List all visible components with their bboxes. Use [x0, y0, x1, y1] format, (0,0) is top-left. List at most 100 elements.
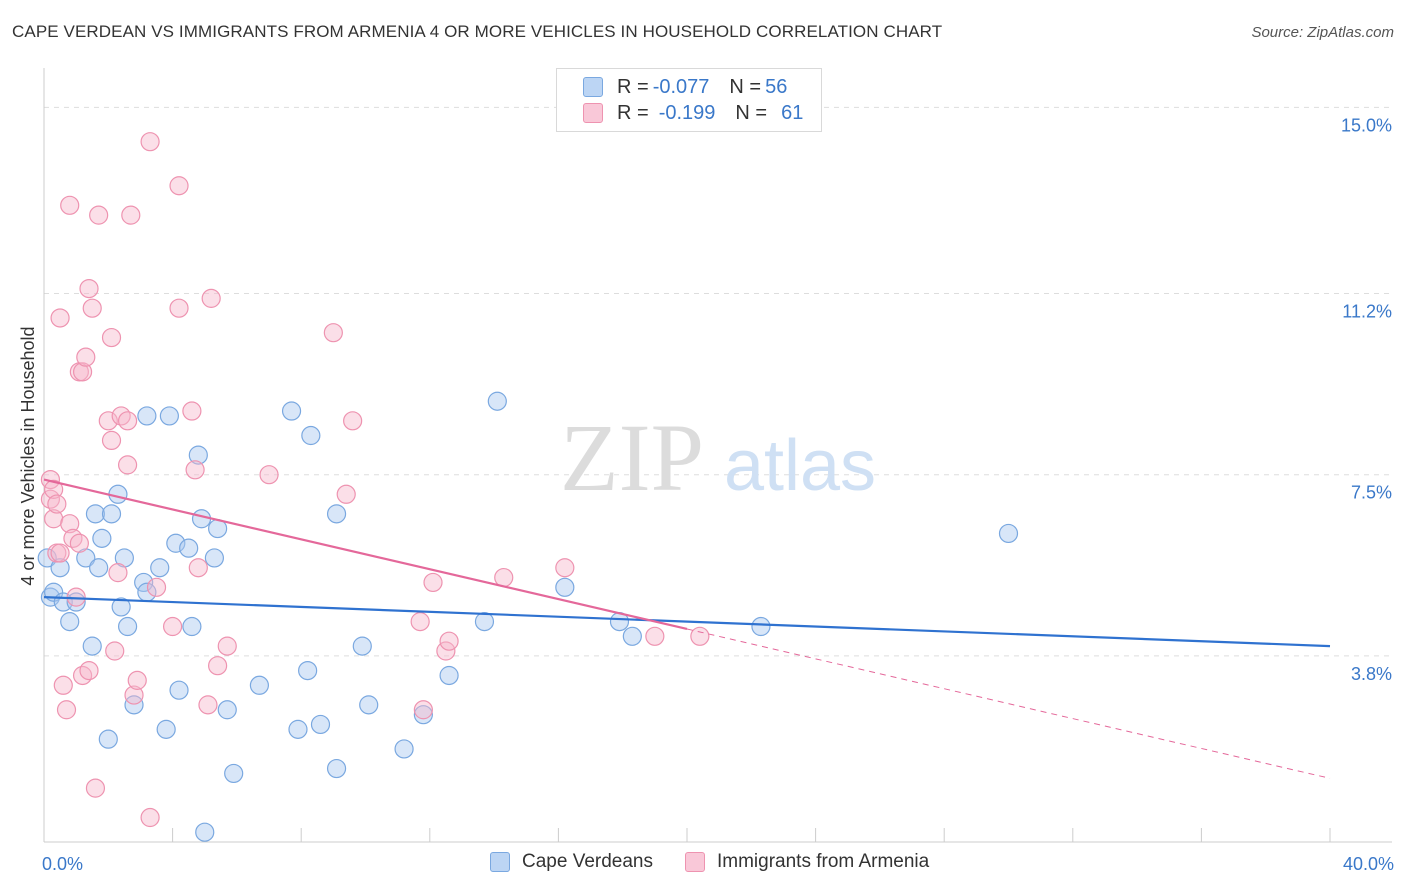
- point-armenia: [89, 205, 109, 225]
- point-armenia: [323, 323, 343, 343]
- point-armenia: [85, 778, 106, 798]
- series-label: Immigrants from Armenia: [717, 851, 930, 872]
- point-armenia: [690, 626, 710, 646]
- point-cape-verdean: [224, 763, 244, 784]
- point-armenia: [413, 700, 433, 720]
- point-armenia: [50, 543, 70, 563]
- point-armenia: [98, 411, 118, 431]
- point-cape-verdean: [413, 705, 433, 725]
- point-cape-verdean: [188, 445, 208, 465]
- point-armenia: [201, 288, 221, 308]
- series-swatch-pink: [685, 852, 705, 872]
- legend-row-cape-verdeans: R = -0.077 N = 56: [583, 75, 787, 99]
- series-legend-cape-verdeans[interactable]: Cape Verdeans: [490, 851, 653, 873]
- point-armenia: [336, 484, 356, 504]
- point-cape-verdean: [98, 729, 118, 749]
- point-cape-verdean: [394, 739, 414, 759]
- axes: [43, 68, 1392, 843]
- point-armenia: [82, 298, 102, 318]
- trend-line-armenia-solid: [43, 478, 688, 631]
- point-armenia: [79, 660, 99, 681]
- point-cape-verdean: [288, 719, 308, 739]
- legend-row-armenia: R = -0.199 N = 61: [583, 101, 803, 125]
- point-armenia: [79, 278, 99, 299]
- point-cape-verdean: [60, 612, 80, 632]
- point-armenia: [76, 347, 96, 367]
- point-cape-verdean: [281, 401, 302, 421]
- point-armenia: [185, 460, 205, 480]
- point-cape-verdean: [195, 822, 215, 842]
- point-cape-verdean: [352, 636, 372, 656]
- point-armenia: [105, 641, 125, 661]
- trend-line-cape-verdean: [43, 596, 1331, 648]
- y-tick-label: 7.5%: [1351, 483, 1392, 503]
- series-legend: Cape Verdeans Immigrants from Armenia: [490, 851, 961, 873]
- point-armenia: [182, 401, 202, 421]
- point-cape-verdean: [89, 558, 109, 578]
- point-cape-verdean: [179, 538, 199, 558]
- y-axis-label: 4 or more Vehicles in Household: [18, 326, 38, 585]
- legend-swatch-blue: [583, 77, 603, 97]
- point-cape-verdean: [111, 597, 131, 617]
- legend-r-label: R =: [617, 101, 649, 124]
- point-armenia: [163, 616, 183, 637]
- point-cape-verdean: [249, 675, 270, 695]
- point-armenia: [117, 455, 138, 475]
- point-cape-verdean: [439, 665, 459, 686]
- point-cape-verdean: [50, 558, 70, 578]
- point-armenia: [140, 132, 160, 152]
- point-armenia: [645, 626, 665, 646]
- point-cape-verdean: [487, 391, 507, 411]
- point-cape-verdean: [117, 616, 138, 637]
- gridlines: [44, 106, 1392, 657]
- y-tick-label: 11.2%: [1342, 301, 1392, 321]
- point-armenia: [169, 298, 189, 318]
- point-armenia: [101, 327, 122, 348]
- point-armenia: [140, 807, 160, 828]
- legend-n-label: N =: [729, 75, 762, 98]
- point-cape-verdean: [301, 425, 321, 446]
- point-armenia: [423, 572, 443, 593]
- point-armenia: [60, 195, 80, 215]
- legend-n-value: 61: [781, 101, 804, 124]
- point-cape-verdean: [169, 680, 189, 700]
- point-cape-verdean: [204, 548, 224, 568]
- point-cape-verdean: [137, 406, 157, 426]
- point-armenia: [208, 656, 228, 676]
- point-cape-verdean: [85, 504, 106, 524]
- point-armenia: [410, 612, 430, 632]
- point-cape-verdean: [751, 616, 771, 637]
- point-armenia: [146, 577, 167, 597]
- legend-swatch-pink: [583, 103, 603, 123]
- point-cape-verdean: [217, 700, 237, 720]
- point-armenia: [50, 308, 70, 328]
- point-cape-verdean: [92, 528, 112, 548]
- point-cape-verdean: [156, 719, 176, 739]
- point-armenia: [343, 411, 363, 431]
- point-armenia: [169, 176, 189, 196]
- point-armenia: [56, 700, 77, 720]
- legend-r-label: R =: [617, 75, 649, 98]
- point-armenia: [439, 631, 459, 651]
- point-armenia: [259, 465, 279, 485]
- point-cape-verdean: [326, 504, 347, 524]
- series-legend-armenia[interactable]: Immigrants from Armenia: [685, 851, 929, 873]
- point-cape-verdean: [182, 616, 202, 637]
- watermark-zip: ZIP: [560, 404, 704, 511]
- trend-line-armenia-dashed: [686, 628, 1331, 779]
- point-armenia: [72, 362, 93, 382]
- point-armenia: [47, 494, 67, 514]
- point-armenia: [198, 695, 218, 715]
- series-label: Cape Verdeans: [522, 851, 653, 872]
- point-cape-verdean: [622, 626, 642, 646]
- watermark-atlas: atlas: [724, 426, 876, 506]
- point-armenia: [44, 479, 64, 499]
- correlation-legend: R = -0.077 N = 56 R = -0.199 N = 61: [556, 68, 822, 132]
- point-armenia: [555, 558, 575, 578]
- point-cape-verdean: [298, 660, 318, 681]
- source-label: Source: ZipAtlas.com: [1251, 24, 1394, 41]
- legend-r-value: -0.199: [658, 101, 716, 124]
- point-cape-verdean: [124, 695, 144, 715]
- point-armenia: [69, 533, 89, 553]
